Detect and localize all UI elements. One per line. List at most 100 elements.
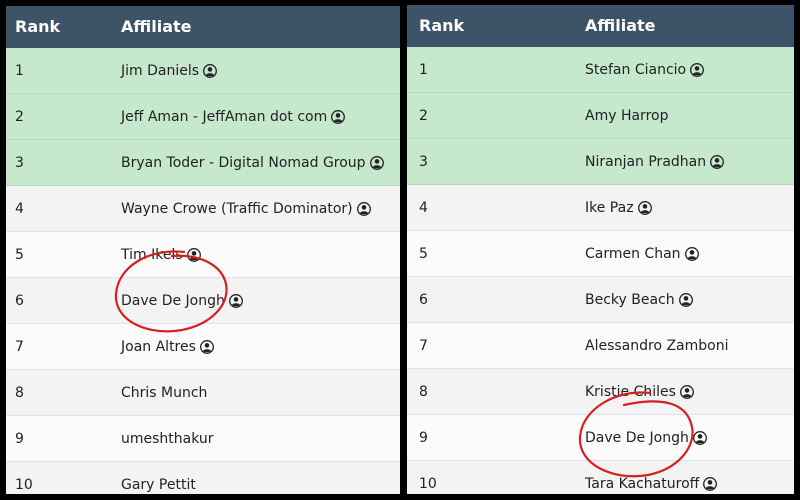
rank-cell: 5 [419,245,428,262]
affiliate-name[interactable]: Kristie Chiles [585,383,676,400]
user-profile-icon[interactable] [637,200,652,215]
rank-cell: 7 [419,337,428,354]
affiliate-cell: Dave De Jongh [585,430,707,446]
affiliate-cell: Kristie Chiles [585,384,694,400]
user-profile-icon[interactable] [228,293,243,308]
table-row: 1 Jim Daniels [6,48,400,94]
rank-cell: 8 [419,383,428,400]
affiliate-name[interactable]: Dave De Jongh [585,429,689,446]
rank-cell: 6 [419,291,428,308]
table-row: 4 Wayne Crowe (Traffic Dominator) [6,186,400,232]
table-row: 6 Becky Beach [407,277,794,323]
affiliate-cell: Joan Altres [121,339,214,355]
table-row: 2 Amy Harrop [407,93,794,139]
affiliate-name[interactable]: Tim Ikels [121,246,183,263]
affiliate-name[interactable]: Carmen Chan [585,245,681,262]
user-profile-icon[interactable] [369,155,384,170]
user-profile-icon[interactable] [186,247,201,262]
rank-column-header: Rank [15,17,61,36]
rank-cell: 10 [15,476,33,493]
rank-cell: 9 [15,430,24,447]
user-profile-icon[interactable] [331,109,346,124]
affiliate-cell: Ike Paz [585,200,652,216]
affiliate-name[interactable]: umeshthakur [121,430,214,447]
user-profile-icon[interactable] [679,384,694,399]
rank-column-header: Rank [419,16,465,35]
user-profile-icon[interactable] [203,63,217,78]
affiliate-name[interactable]: Tara Kachaturoff [585,475,700,492]
affiliate-cell: Stefan Ciancio [585,61,705,78]
affiliate-name[interactable]: Chris Munch [121,384,208,401]
rank-cell: 1 [419,61,428,78]
affiliate-name[interactable]: Becky Beach [585,291,675,308]
affiliate-cell: Tara Kachaturoff [585,475,718,492]
table-row: 9 Dave De Jongh [407,415,794,461]
affiliate-name[interactable]: Stefan Ciancio [585,61,687,78]
leaderboard-left: Rank Affiliate 1 Jim Daniels 2 Jeff Aman - … [6,6,400,494]
table-row: 10 Gary Pettit [6,462,400,494]
rank-cell: 7 [15,338,24,355]
rank-cell: 5 [15,246,24,263]
user-profile-icon[interactable] [684,246,699,261]
affiliate-cell: Jim Daniels [121,63,217,79]
affiliate-cell: Bryan Toder - Digital Nomad Group [121,155,384,171]
affiliate-name[interactable]: Ike Paz [585,199,634,216]
table-header: Rank Affiliate [6,6,400,48]
rank-cell: 4 [419,199,428,216]
rank-cell: 2 [15,108,24,125]
user-profile-icon[interactable] [703,476,718,491]
rank-cell: 3 [15,154,24,171]
affiliate-name[interactable]: Niranjan Pradhan [585,153,707,170]
affiliate-cell: umeshthakur [121,431,214,447]
rank-cell: 1 [15,62,24,79]
user-profile-icon[interactable] [678,292,693,307]
affiliate-cell: Alessandro Zamboni [585,338,729,354]
rank-cell: 4 [15,200,24,217]
table-row: 6 Dave De Jongh [6,278,400,324]
rank-cell: 2 [419,107,428,124]
affiliate-name[interactable]: Jeff Aman - JeffAman dot com [121,108,328,125]
affiliate-name[interactable]: Joan Altres [121,338,196,355]
affiliate-name[interactable]: Wayne Crowe (Traffic Dominator) [121,200,353,217]
affiliate-cell: Carmen Chan [585,246,699,262]
affiliate-name[interactable]: Gary Pettit [121,476,196,493]
affiliate-cell: Jeff Aman - JeffAman dot com [121,108,346,125]
table-row: 7 Alessandro Zamboni [407,323,794,369]
rank-cell: 9 [419,429,428,446]
table-header: Rank Affiliate [407,5,794,47]
table-row: 4 Ike Paz [407,185,794,231]
affiliate-cell: Chris Munch [121,385,207,401]
affiliate-name[interactable]: Bryan Toder - Digital Nomad Group [121,154,366,171]
table-row: 8 Kristie Chiles [407,369,794,415]
leaderboard-right: Rank Affiliate 1 Stefan Ciancio 2 Amy Harro… [407,5,794,494]
user-profile-icon[interactable] [710,154,725,169]
affiliate-cell: Becky Beach [585,292,693,308]
table-row: 3 Niranjan Pradhan [407,139,794,185]
affiliate-name[interactable]: Jim Daniels [121,62,200,79]
affiliate-cell: Dave De Jongh [121,293,243,309]
user-profile-icon[interactable] [692,430,707,445]
user-profile-icon[interactable] [199,339,214,354]
affiliate-name[interactable]: Amy Harrop [585,107,669,124]
table-row: 3 Bryan Toder - Digital Nomad Group [6,140,400,186]
user-profile-icon[interactable] [690,62,705,77]
table-body: 1 Jim Daniels 2 Jeff Aman - JeffAman dot co… [6,48,400,494]
rank-cell: 8 [15,384,24,401]
rank-cell: 6 [15,292,24,309]
table-row: 5 Tim Ikels [6,232,400,278]
affiliate-cell: Niranjan Pradhan [585,153,725,170]
affiliate-cell: Amy Harrop [585,108,668,124]
affiliate-cell: Tim Ikels [121,247,201,263]
table-row: 9 umeshthakur [6,416,400,462]
affiliate-name[interactable]: Dave De Jongh [121,292,225,309]
rank-cell: 10 [419,475,437,492]
table-row: 10 Tara Kachaturoff [407,461,794,494]
affiliate-name[interactable]: Alessandro Zamboni [585,337,729,354]
affiliate-column-header: Affiliate [585,16,656,35]
table-row: 8 Chris Munch [6,370,400,416]
table-row: 5 Carmen Chan [407,231,794,277]
table-row: 1 Stefan Ciancio [407,47,794,93]
table-row: 2 Jeff Aman - JeffAman dot com [6,94,400,140]
rank-cell: 3 [419,153,428,170]
user-profile-icon[interactable] [356,201,371,216]
